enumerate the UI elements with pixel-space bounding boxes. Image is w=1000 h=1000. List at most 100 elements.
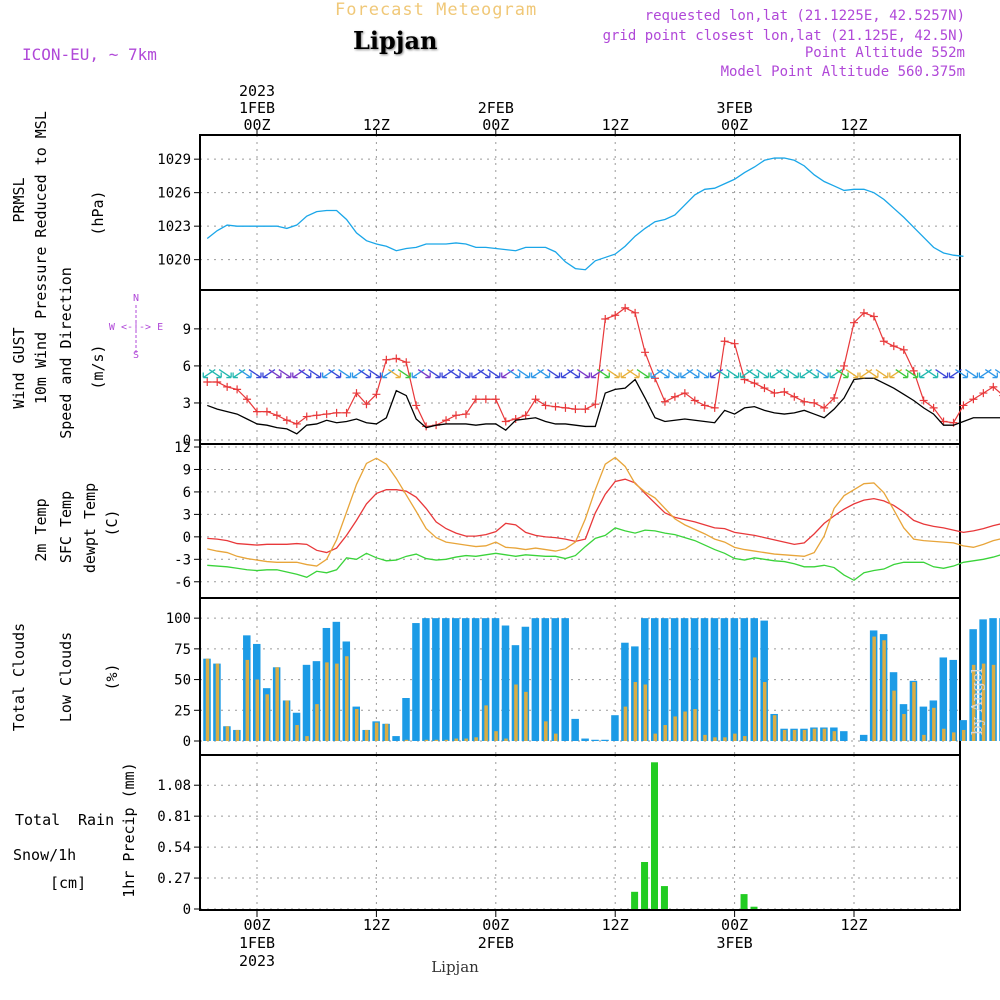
total-cloud-bar [730,618,739,741]
gust-point [929,403,938,412]
low-cloud-bar [335,663,339,741]
wind-direction-arrow [381,369,395,379]
low-cloud-bar [653,733,657,741]
top-time-label: 12Z [840,116,867,134]
low-cloud-bar [215,663,220,741]
y-tick-label: 6 [183,359,191,375]
gust-point [491,395,500,404]
low-cloud-bar [355,709,359,741]
wind-direction-arrow [650,369,664,379]
gust-point [899,345,908,354]
wind-direction-arrow [905,369,919,379]
wind-direction-arrow [835,369,849,379]
low-cloud-bar [295,725,299,741]
gust-point [233,385,242,394]
wind-direction-arrow [338,369,352,379]
wind-direction-arrow [746,369,760,379]
low-cloud-bar [733,733,737,741]
gust-point [571,405,580,414]
wind-direction-arrow [576,369,590,379]
gust-label: Wind GUST [10,327,28,408]
low-cloud-bar [991,664,996,741]
gust-point [243,395,252,404]
low-cloud-bar [384,723,389,741]
low-cloud-bar [275,667,279,741]
chart-title: Forecast Meteogram [335,0,538,20]
total-cloud-bar [551,618,559,741]
gust-point [760,384,769,393]
model-name: ICON-EU, ~ 7km [22,45,157,64]
gust-point [919,396,928,405]
low-cloud-bar [364,729,369,741]
precip-snow-label: Snow/1h [13,846,76,864]
y-tick-label: 0 [183,530,191,546]
wind-direction-arrow [666,369,680,379]
gust-point [272,411,281,420]
gust-line [207,307,1000,428]
wind-direction-arrow [368,369,382,379]
gust-point [302,412,311,421]
gust-point [551,402,560,411]
low-cloud-bar [285,700,289,741]
low-cloud-bar [504,738,508,741]
gust-point [611,311,620,320]
low-cloud-bar [922,734,926,741]
y-tick-label: 12 [174,440,191,456]
low-cloud-bar [424,739,429,741]
total-cloud-bar [531,618,540,741]
gust-point [262,407,271,416]
low-cloud-bar [315,704,319,741]
low-cloud-bar [255,679,259,741]
wind-direction-arrow [994,369,1000,374]
wind-direction-arrow [606,369,620,379]
precip-rain-label: Rain [78,811,114,829]
y-tick-label: 9 [183,462,191,478]
wind-direction-arrow [710,369,724,379]
pressure-label-short: PRMSL [10,177,28,222]
wind-direction-arrow [680,369,694,379]
low-cloud-bar [484,705,488,741]
wind-direction-arrow [978,369,992,379]
total-cloud-bar [700,618,709,741]
gust-point [591,400,600,409]
total-cloud-bar [720,618,729,741]
top-time-label: 3FEB [717,99,753,117]
dewpoint-line [207,527,1000,582]
rain-bar [660,886,668,909]
low-cloud-bar [882,640,886,741]
low-cloud-bar [703,734,707,741]
low-cloud-bar [345,656,349,741]
wind-direction-arrow [984,369,998,379]
total-cloud-bar [601,739,609,741]
low-cloud-bar [683,711,687,741]
pressure-line [206,157,964,271]
wind-direction-arrow [815,369,829,379]
low-cloud-bar [822,728,827,741]
low-cloud-bar [832,731,837,741]
requested-coords: requested lon,lat (21.1225E, 42.5257N) [644,8,965,24]
gust-point [452,411,460,420]
gust-point [690,396,699,405]
total-cloud-bar [641,618,649,741]
wind-direction-arrow [769,369,783,379]
low-cloud-bar [942,728,946,741]
gust-point [541,401,550,410]
gust-point [203,377,212,386]
total-clouds-label: Total Clouds [10,623,28,731]
wind-direction-arrow [547,369,561,379]
bottom-time-label: 12Z [602,916,629,934]
gust-point [790,392,799,401]
y-tick-label: 0.54 [157,840,191,856]
gust-point [830,394,839,403]
rain-bar [740,894,748,909]
gust-point [322,410,331,419]
low-cloud-bar [892,690,896,741]
wind-direction-arrow [560,369,574,379]
low-cloud-bar [325,662,329,741]
low-cloud-bar [444,739,449,741]
point-altitude: Point Altitude 552m [804,45,965,61]
wind-direction-label: Speed and Direction [57,267,75,439]
gust-point [481,395,490,404]
low-cloud-bar [812,728,817,741]
total-cloud-bar [710,618,719,741]
